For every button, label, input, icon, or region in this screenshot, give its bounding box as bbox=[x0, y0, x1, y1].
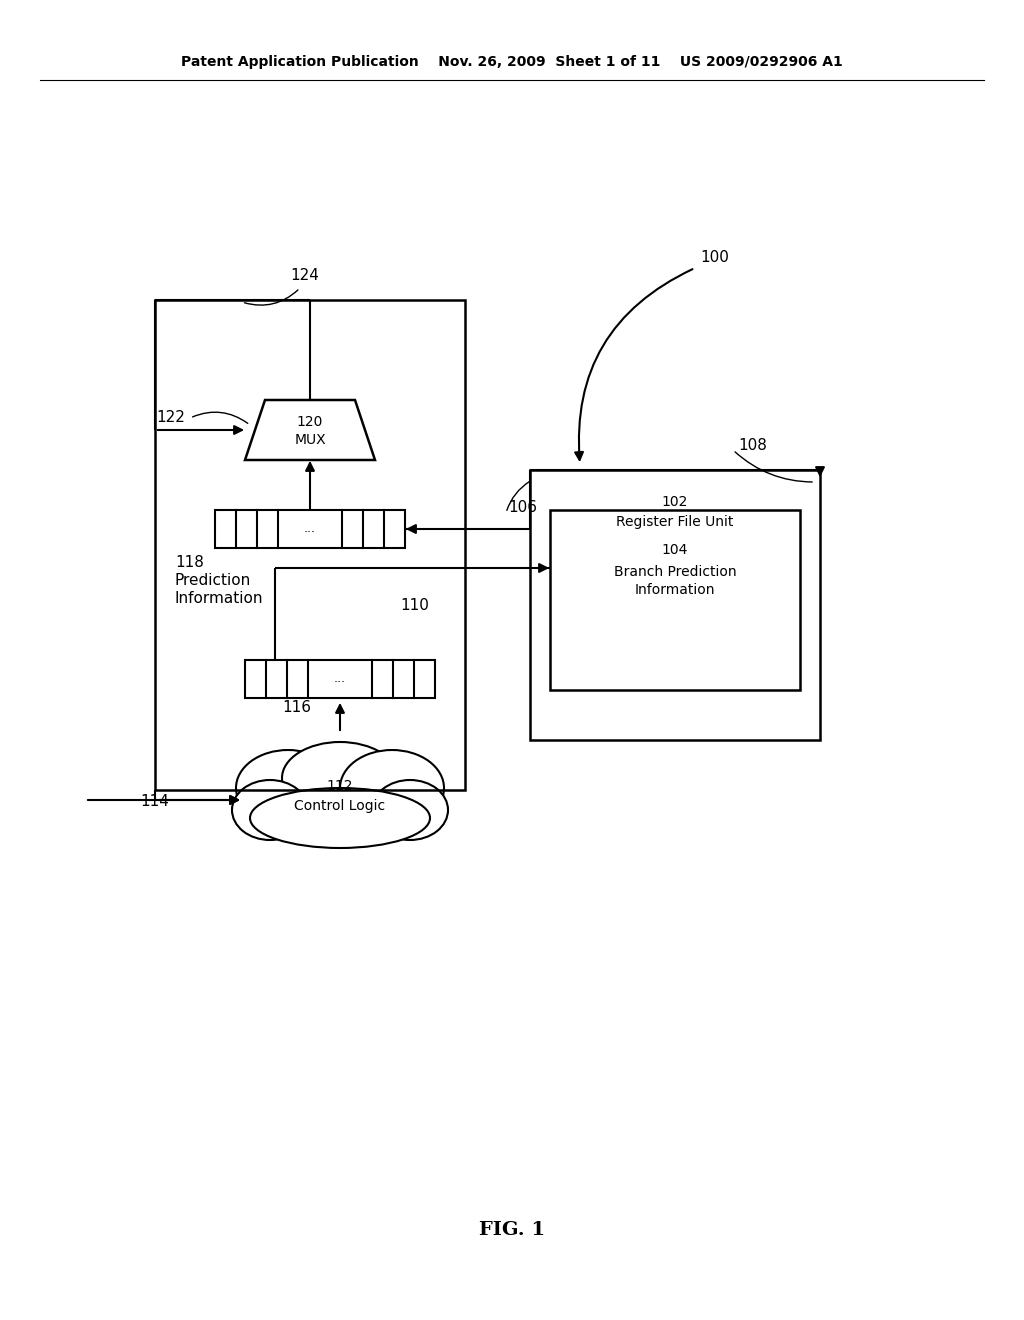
Text: 112: 112 bbox=[327, 779, 353, 793]
Ellipse shape bbox=[282, 742, 398, 814]
Text: Control Logic: Control Logic bbox=[295, 799, 386, 813]
Bar bbox=[155, 300, 465, 789]
Text: Patent Application Publication    Nov. 26, 2009  Sheet 1 of 11    US 2009/029290: Patent Application Publication Nov. 26, … bbox=[181, 55, 843, 69]
Text: 106: 106 bbox=[508, 500, 537, 516]
Polygon shape bbox=[245, 400, 375, 459]
Bar bbox=[215, 510, 406, 548]
Text: ...: ... bbox=[304, 523, 316, 536]
Bar bbox=[245, 660, 435, 698]
Bar bbox=[530, 470, 820, 741]
Text: 114: 114 bbox=[140, 795, 169, 809]
Text: Prediction: Prediction bbox=[175, 573, 251, 587]
Text: ...: ... bbox=[334, 672, 346, 685]
Ellipse shape bbox=[340, 750, 444, 826]
Ellipse shape bbox=[250, 788, 430, 847]
Text: Information: Information bbox=[175, 591, 263, 606]
Text: MUX: MUX bbox=[294, 433, 326, 447]
Text: 104: 104 bbox=[662, 543, 688, 557]
Bar bbox=[550, 510, 800, 690]
Text: 108: 108 bbox=[738, 437, 767, 453]
Text: Register File Unit: Register File Unit bbox=[616, 515, 733, 529]
Text: Branch Prediction: Branch Prediction bbox=[613, 565, 736, 579]
Text: 110: 110 bbox=[400, 598, 429, 612]
Ellipse shape bbox=[232, 780, 308, 840]
Text: 118: 118 bbox=[175, 554, 204, 570]
Text: 102: 102 bbox=[662, 495, 688, 510]
Text: 116: 116 bbox=[282, 701, 311, 715]
Ellipse shape bbox=[236, 750, 340, 826]
Text: FIG. 1: FIG. 1 bbox=[479, 1221, 545, 1239]
Text: 120: 120 bbox=[297, 414, 324, 429]
Text: 122: 122 bbox=[156, 411, 185, 425]
Text: 124: 124 bbox=[291, 268, 319, 282]
Text: Information: Information bbox=[635, 583, 715, 597]
Ellipse shape bbox=[372, 780, 449, 840]
Text: 100: 100 bbox=[700, 251, 729, 265]
